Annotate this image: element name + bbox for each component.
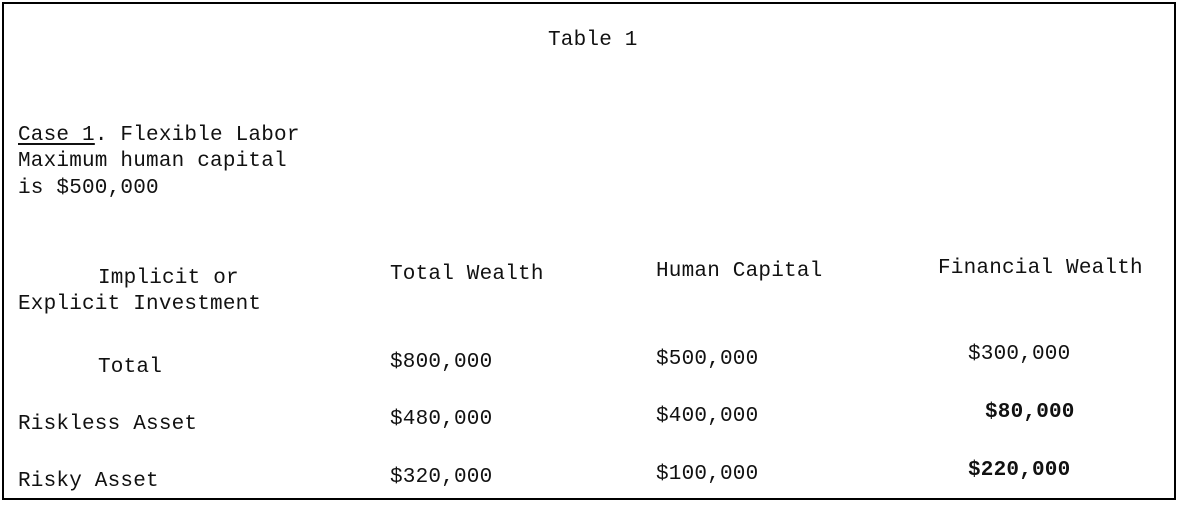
row-riskless-label: Riskless Asset xyxy=(18,413,198,436)
row-riskless-total-wealth: $480,000 xyxy=(390,408,493,431)
row-riskless-human-capital: $400,000 xyxy=(656,405,759,428)
header-total-wealth: Total Wealth xyxy=(390,263,544,286)
case-heading: Case 1. Flexible Labor xyxy=(18,123,300,149)
header-human-capital: Human Capital xyxy=(656,260,823,283)
header-investment-line1: Implicit or xyxy=(98,267,239,290)
table-title: Table 1 xyxy=(548,29,638,52)
header-financial-wealth: Financial Wealth xyxy=(938,257,1143,280)
row-risky-total-wealth: $320,000 xyxy=(390,466,493,489)
row-risky-financial-wealth: $220,000 xyxy=(968,459,1071,482)
case-heading-rest: . Flexible Labor xyxy=(94,124,300,147)
case-line-2: Maximum human capital xyxy=(18,150,287,173)
document-frame xyxy=(2,2,1176,500)
row-risky-human-capital: $100,000 xyxy=(656,463,759,486)
row-riskless-financial-wealth: $80,000 xyxy=(985,401,1075,424)
row-risky-label: Risky Asset xyxy=(18,470,159,493)
case-line-3: is $500,000 xyxy=(18,177,159,200)
row-total-label: Total xyxy=(98,356,163,379)
row-total-financial-wealth: $300,000 xyxy=(968,343,1071,366)
header-investment-line2: Explicit Investment xyxy=(18,293,262,316)
row-total-total-wealth: $800,000 xyxy=(390,351,493,374)
case-label: Case 1 xyxy=(18,124,95,147)
row-total-human-capital: $500,000 xyxy=(656,348,759,371)
